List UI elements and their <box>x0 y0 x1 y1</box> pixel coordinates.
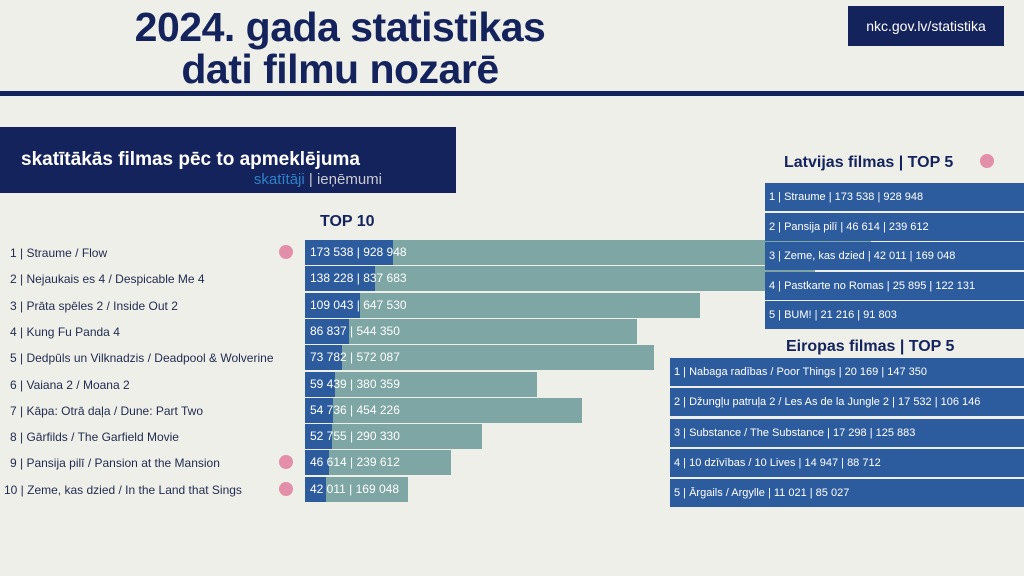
legend-separator: | <box>304 171 317 188</box>
latvian-film-row: 4 | Pastkarte no Romas | 25 895 | 122 13… <box>765 271 1024 300</box>
revenue-value: 454 226 <box>356 402 400 417</box>
latvian-film-row: 1 | Straume | 173 538 | 928 948 <box>765 183 1024 211</box>
value-separator: | <box>346 376 357 391</box>
visitors-value: 86 837 <box>310 323 347 338</box>
value-separator: | <box>345 481 356 496</box>
visitors-value: 54 736 <box>310 402 347 417</box>
visitors-bar <box>305 371 336 397</box>
revenue-bar <box>305 345 654 371</box>
latvian-film-marker <box>279 481 293 496</box>
bar-value-label: 86 837 | 544 350 <box>310 319 400 344</box>
revenue-bar <box>305 397 582 423</box>
visitors-value: 73 782 <box>310 350 347 365</box>
latvian-film-marker <box>279 245 293 259</box>
title-line-2: dati filmu nozarē <box>181 46 499 92</box>
latvian-marker-legend <box>980 154 994 168</box>
latvian-top5-title: Latvijas filmas | TOP 5 <box>784 154 954 171</box>
visitors-value: 138 228 <box>310 271 354 286</box>
value-separator: | <box>353 245 364 259</box>
revenue-bar <box>305 371 537 397</box>
european-film-row: 4 | 10 dzīvības / 10 Lives | 14 947 | 88… <box>670 448 1024 477</box>
visitors-value: 59 439 <box>310 376 347 391</box>
revenue-value: 290 330 <box>356 429 400 444</box>
title-line-1: 2024. gada statistikas <box>134 4 546 50</box>
visitors-value: 42 011 <box>310 481 346 496</box>
legend-visitors: skatītāji <box>253 171 305 188</box>
bar-value-label: 52 755 | 290 330 <box>310 424 400 449</box>
revenue-value: 380 359 <box>356 376 400 391</box>
bar-value-label: 54 736 | 454 226 <box>310 398 400 423</box>
european-film-row: 2 | Džungļu patruļa 2 / Les As de la Jun… <box>670 388 1024 417</box>
visitors-bar <box>305 292 361 318</box>
category-label: 5 | Dedpūls un Vilknadzis / Deadpool & W… <box>10 351 274 366</box>
bar-value-label: 173 538 | 928 948 <box>310 240 407 265</box>
value-separator: | <box>346 350 357 365</box>
bar-value-label: 73 782 | 572 087 <box>310 345 400 370</box>
category-label: 4 | Kung Fu Panda 4 <box>10 324 120 339</box>
revenue-bar <box>305 266 816 292</box>
european-film-row: 3 | Substance / The Substance | 17 298 |… <box>670 418 1024 447</box>
category-label: 6 | Vaiana 2 / Moana 2 <box>10 377 130 392</box>
page-title: 2024. gada statistikas dati filmu nozarē <box>60 6 620 90</box>
chart-title: TOP 10 <box>320 213 375 230</box>
chart-legend: skatītāji | ieņēmumi <box>254 171 382 188</box>
value-separator: | <box>346 429 357 444</box>
visitors-value: 173 538 <box>310 245 354 259</box>
european-top5-title: Eiropas filmas | TOP 5 <box>786 338 955 355</box>
bar-value-label: 138 228 | 837 683 <box>310 266 407 291</box>
visitors-bar <box>305 240 393 265</box>
revenue-value: 544 350 <box>356 323 400 338</box>
latvian-film-marker <box>279 455 293 470</box>
latvian-film-row: 2 | Pansija pilī | 46 614 | 239 612 <box>765 212 1024 241</box>
revenue-bar <box>305 424 482 450</box>
category-label: 8 | Gārfilds / The Garfield Movie <box>10 430 179 445</box>
latvian-film-row: 5 | BUM! | 21 216 | 91 803 <box>765 301 1024 329</box>
category-label: 10 | Zeme, kas dzied / In the Land that … <box>4 482 242 497</box>
visitors-bar <box>305 397 333 423</box>
visitors-bar <box>305 266 376 292</box>
category-label: 3 | Prāta spēles 2 / Inside Out 2 <box>10 298 178 313</box>
european-film-row: 1 | Nabaga radības / Poor Things | 20 16… <box>670 358 1024 386</box>
visitors-value: 52 755 <box>310 429 347 444</box>
visitors-bar <box>305 345 343 371</box>
value-separator: | <box>346 402 357 417</box>
category-label: 1 | Straume / Flow <box>10 246 108 260</box>
revenue-value: 239 612 <box>356 455 400 470</box>
bar-value-label: 46 614 | 239 612 <box>310 450 400 475</box>
bar-value-label: 109 043 | 647 530 <box>310 293 407 318</box>
visitors-value: 109 043 <box>310 297 354 312</box>
revenue-bar <box>305 450 451 476</box>
revenue-bar <box>305 292 700 318</box>
revenue-value: 647 530 <box>363 297 407 312</box>
section-title: skatītākās filmas pēc to apmeklējuma <box>21 149 360 170</box>
category-label: 2 | Nejaukais es 4 / Despicable Me 4 <box>10 272 205 287</box>
legend-revenue: ieņēmumi <box>316 171 382 188</box>
revenue-value: 928 948 <box>363 245 407 259</box>
value-separator: | <box>346 323 357 338</box>
bar-value-label: 59 439 | 380 359 <box>310 372 400 397</box>
european-film-row: 5 | Ārgails / Argylle | 11 021 | 85 027 <box>670 479 1024 508</box>
category-label: 7 | Kāpa: Otrā daļa / Dune: Part Two <box>10 403 204 418</box>
value-separator: | <box>353 271 364 286</box>
visitors-bar <box>305 318 350 344</box>
latvian-film-row: 3 | Zeme, kas dzied | 42 011 | 169 048 <box>765 242 1024 270</box>
revenue-value: 169 048 <box>355 481 399 496</box>
value-separator: | <box>346 455 357 470</box>
source-link[interactable]: nkc.gov.lv/statistika <box>848 6 1004 46</box>
visitors-value: 46 614 <box>310 455 347 470</box>
value-separator: | <box>353 297 364 312</box>
bar-value-label: 42 011 | 169 048 <box>310 477 399 502</box>
header-divider <box>0 91 1024 96</box>
visitors-bar <box>305 424 332 450</box>
section-panel: skatītākās filmas pēc to apmeklējuma ska… <box>0 127 456 193</box>
revenue-bar <box>305 318 637 344</box>
visitors-bar <box>305 450 329 476</box>
visitors-bar <box>305 476 327 502</box>
category-label: 9 | Pansija pilī / Pansion at the Mansio… <box>10 456 220 471</box>
revenue-value: 837 683 <box>363 271 407 286</box>
revenue-value: 572 087 <box>356 350 400 365</box>
